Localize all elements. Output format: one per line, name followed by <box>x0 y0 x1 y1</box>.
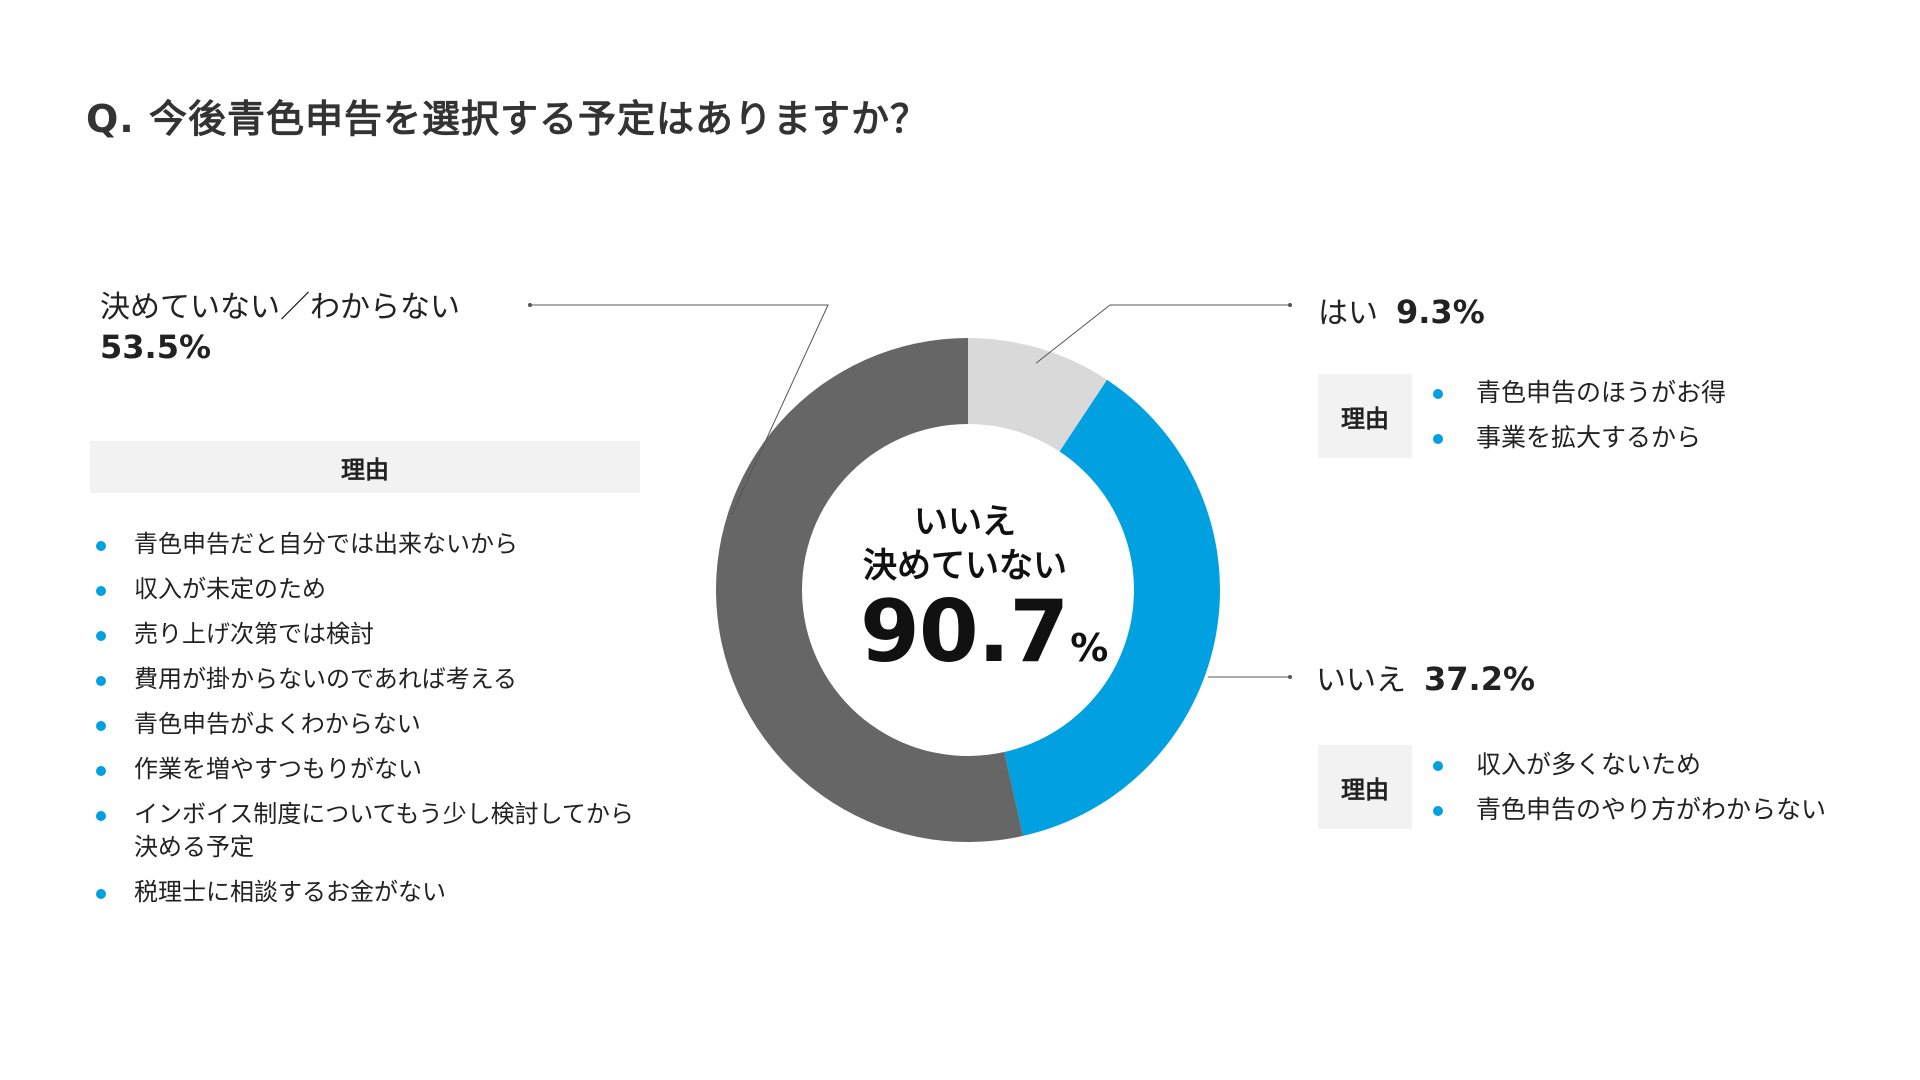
yes-percent: 9.3% <box>1396 293 1485 331</box>
reason-text: 青色申告だと自分では出来ないから <box>134 530 518 558</box>
list-item: 青色申告だと自分では出来ないから <box>96 528 656 561</box>
list-item: 収入が多くないため <box>1433 748 1826 781</box>
no-label-text: いいえ <box>1316 663 1406 698</box>
bullet-icon <box>96 721 106 731</box>
leader-lines <box>528 303 1292 679</box>
list-item: 売り上げ次第では検討 <box>96 618 656 651</box>
bullet-icon <box>96 889 106 899</box>
bullet-icon <box>96 676 106 686</box>
bullet-icon <box>96 586 106 596</box>
donut-slice-2 <box>716 338 1023 842</box>
reason-text: 青色申告のやり方がわからない <box>1476 795 1827 824</box>
yes-label: はい 9.3% <box>1318 288 1485 332</box>
center-value: 90.7% <box>860 582 1108 682</box>
bullet-icon <box>1433 806 1443 816</box>
leader-line-undecided-end-dot <box>528 303 532 307</box>
reason-text: 作業を増やすつもりがない <box>134 755 422 783</box>
leader-line-no-end-dot <box>1288 675 1292 679</box>
bullet-icon <box>96 541 106 551</box>
reason-text: 収入が未定のため <box>134 575 326 603</box>
leader-line-undecided <box>530 304 829 515</box>
list-item: インボイス制度についてもう少し検討してから決める予定 <box>96 798 656 864</box>
reason-text: 青色申告のほうがお得 <box>1476 378 1727 407</box>
list-item: 費用が掛からないのであれば考える <box>96 663 656 696</box>
undecided-reason-list: 青色申告だと自分では出来ないから 収入が未定のため 売り上げ次第では検討 費用が… <box>96 528 656 921</box>
leader-line-yes <box>1035 304 1290 364</box>
undecided-reason-header: 理由 <box>90 441 640 493</box>
donut-slice-1 <box>1004 379 1221 836</box>
reason-text: 青色申告がよくわからない <box>134 710 421 738</box>
reason-text: 事業を拡大するから <box>1476 423 1702 452</box>
donut-slice-0 <box>968 338 1108 452</box>
yes-label-text: はい <box>1318 296 1378 331</box>
reason-text: 税理士に相談するお金がない <box>134 878 446 906</box>
leader-line-yes-end-dot <box>1288 303 1292 307</box>
center-label-line2: 決めていない <box>863 546 1067 586</box>
question-title: Q. 今後青色申告を選択する予定はありますか？ <box>86 97 929 141</box>
list-item: 青色申告がよくわからない <box>96 708 656 741</box>
bullet-icon <box>1433 761 1443 771</box>
reason-text: インボイス制度についてもう少し検討してから決める予定 <box>134 800 634 861</box>
center-label-line1: いいえ <box>914 502 1016 542</box>
list-item: 作業を増やすつもりがない <box>96 753 656 786</box>
reason-text: 収入が多くないため <box>1476 750 1702 779</box>
no-reason-list: 収入が多くないため 青色申告のやり方がわからない <box>1433 748 1826 838</box>
donut-slices <box>716 338 1221 842</box>
undecided-label: 決めていない／わからない <box>100 290 460 325</box>
yes-reason-header: 理由 <box>1318 374 1412 458</box>
reason-text: 売り上げ次第では検討 <box>134 620 374 648</box>
center-value-unit: % <box>1070 626 1109 670</box>
bullet-icon <box>96 766 106 776</box>
no-reason-header: 理由 <box>1318 745 1412 829</box>
list-item: 事業を拡大するから <box>1433 421 1726 454</box>
yes-reason-list: 青色申告のほうがお得 事業を拡大するから <box>1433 376 1726 466</box>
list-item: 収入が未定のため <box>96 573 656 606</box>
bullet-icon <box>96 811 106 821</box>
bullet-icon <box>1433 389 1443 399</box>
reason-text: 費用が掛からないのであれば考える <box>134 665 518 693</box>
center-value-number: 90.7 <box>860 582 1069 682</box>
list-item: 青色申告のほうがお得 <box>1433 376 1726 409</box>
list-item: 税理士に相談するお金がない <box>96 876 656 909</box>
no-label: いいえ 37.2% <box>1316 655 1535 699</box>
bullet-icon <box>1433 434 1443 444</box>
no-percent: 37.2% <box>1424 660 1536 698</box>
bullet-icon <box>96 631 106 641</box>
undecided-percent: 53.5% <box>100 328 212 366</box>
list-item: 青色申告のやり方がわからない <box>1433 793 1826 826</box>
